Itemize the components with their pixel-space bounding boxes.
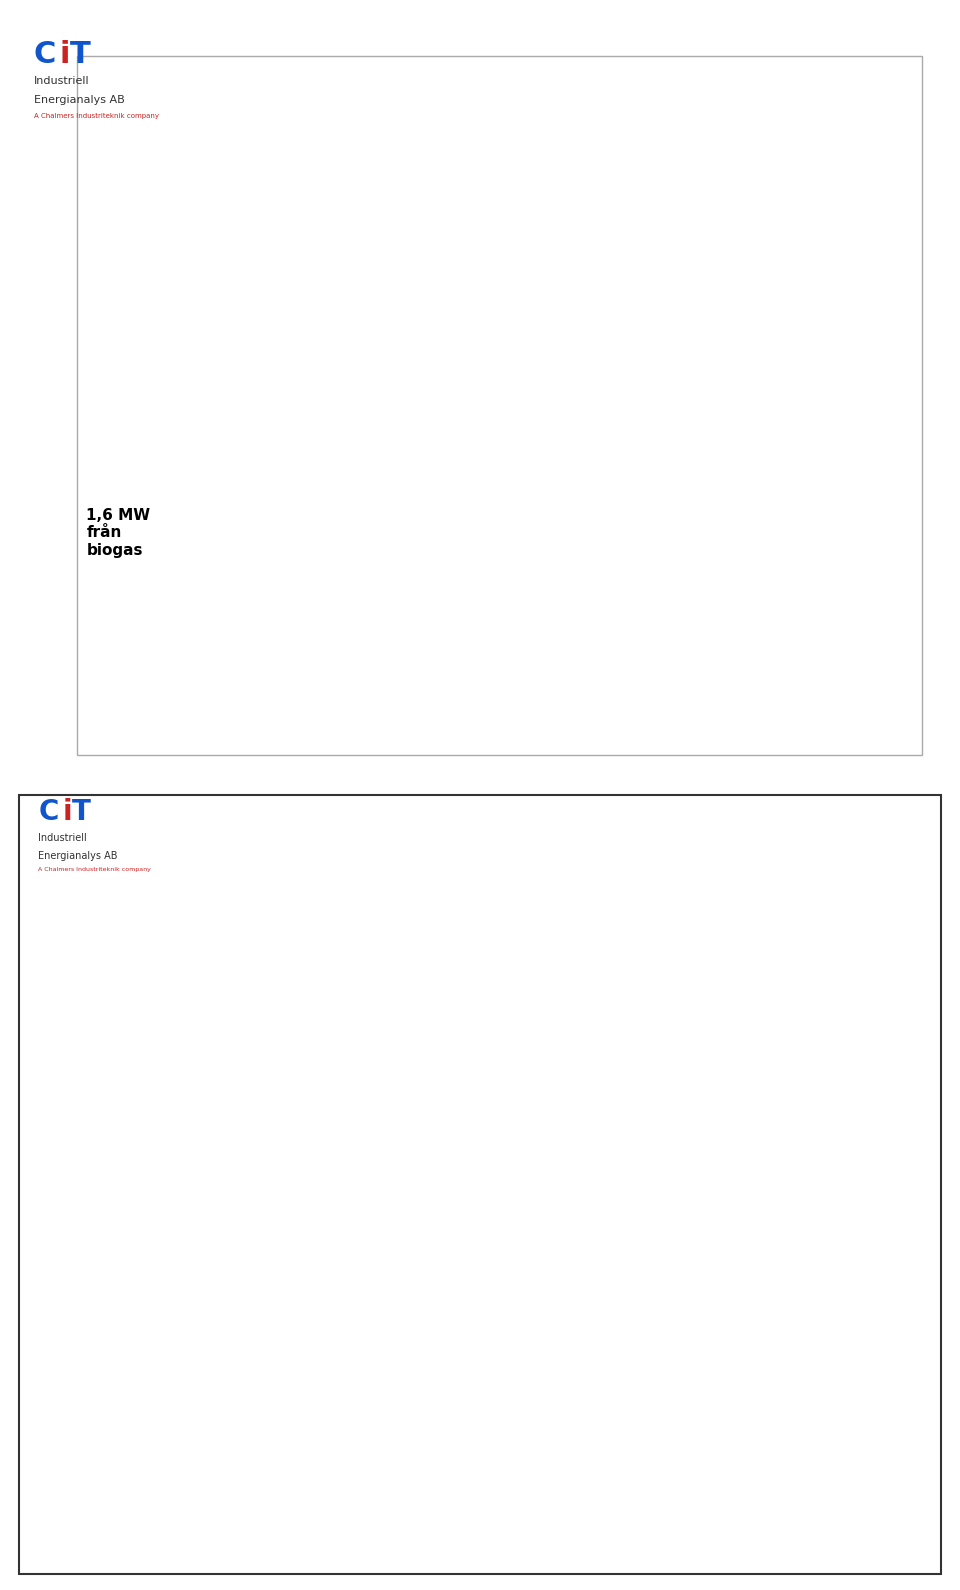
FancyArrowPatch shape bbox=[66, 1188, 148, 1278]
FancyArrowPatch shape bbox=[58, 1132, 73, 1399]
Title: Varaktighetsdiagram Bas 2005: Varaktighetsdiagram Bas 2005 bbox=[382, 94, 693, 113]
Text: A Chalmers Industriteknik company: A Chalmers Industriteknik company bbox=[34, 113, 158, 119]
X-axis label: timmar: timmar bbox=[513, 701, 563, 716]
Text: Ersboda mejeri
(befintlig anläggning)
med "ny" produktion: Ersboda mejeri (befintlig anläggning) me… bbox=[348, 1099, 519, 1145]
Text: 1,6 MW
från
biogas: 1,6 MW från biogas bbox=[86, 507, 151, 558]
Text: Energianalys AB: Energianalys AB bbox=[34, 95, 125, 105]
Text: T: T bbox=[72, 798, 91, 827]
FancyBboxPatch shape bbox=[291, 1040, 577, 1204]
Text: Industriell: Industriell bbox=[34, 76, 89, 86]
Text: i: i bbox=[62, 798, 72, 827]
FancyArrowPatch shape bbox=[105, 1396, 157, 1409]
Text: i: i bbox=[60, 40, 70, 68]
Text: UF: UF bbox=[184, 1138, 204, 1153]
FancyBboxPatch shape bbox=[144, 1103, 245, 1188]
Text: VP: VP bbox=[680, 1412, 695, 1425]
Text: T: T bbox=[70, 40, 91, 68]
Text: El: El bbox=[434, 962, 444, 971]
Text: A Chalmers Industriteknik company: A Chalmers Industriteknik company bbox=[38, 867, 152, 871]
Text: Värme
och el
från GT: Värme och el från GT bbox=[691, 1105, 748, 1154]
Text: VP alternativ: VP alternativ bbox=[411, 849, 697, 887]
Text: C: C bbox=[34, 40, 56, 68]
FancyBboxPatch shape bbox=[513, 1383, 605, 1453]
Text: Kylning: Kylning bbox=[536, 1412, 581, 1425]
Text: Biogas-
anläggning: Biogas- anläggning bbox=[340, 1379, 436, 1410]
FancyBboxPatch shape bbox=[651, 1383, 724, 1453]
Text: GT: GT bbox=[578, 1294, 594, 1309]
FancyArrowPatch shape bbox=[94, 1148, 110, 1393]
FancyBboxPatch shape bbox=[162, 1383, 254, 1453]
Text: Energianalys AB: Energianalys AB bbox=[38, 851, 118, 860]
Text: C: C bbox=[38, 798, 59, 827]
Text: Panna: Panna bbox=[373, 1272, 412, 1285]
Y-axis label: MWh/h: MWh/h bbox=[179, 375, 192, 420]
FancyBboxPatch shape bbox=[540, 1266, 632, 1337]
FancyBboxPatch shape bbox=[347, 1243, 439, 1313]
Text: Industriell: Industriell bbox=[38, 833, 87, 843]
FancyBboxPatch shape bbox=[291, 1337, 485, 1453]
Text: Förv.: Förv. bbox=[193, 1412, 223, 1425]
FancyArrowPatch shape bbox=[59, 1380, 144, 1433]
Text: Värme
från VP: Värme från VP bbox=[766, 1340, 821, 1372]
FancyArrowPatch shape bbox=[248, 1089, 294, 1105]
FancyArrowPatch shape bbox=[229, 1425, 459, 1460]
